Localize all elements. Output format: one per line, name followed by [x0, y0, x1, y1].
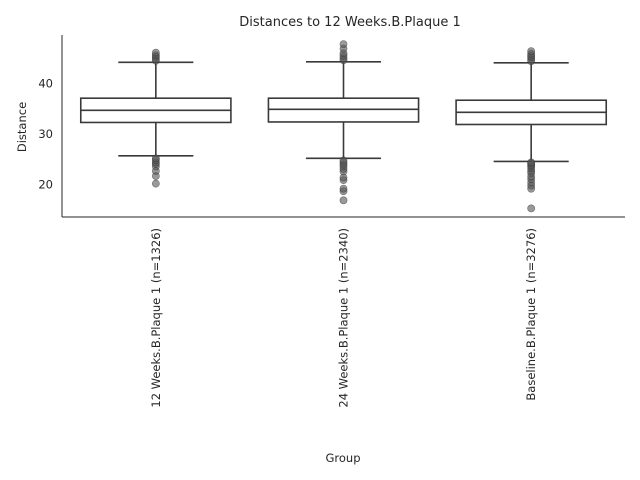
outlier-point — [527, 47, 536, 56]
y-axis-ticks: 20 30 40 — [38, 77, 53, 192]
box-group — [455, 47, 608, 213]
outlier-point — [339, 184, 348, 193]
x-tick-label: 12 Weeks.B.Plaque 1 (n=1326) — [149, 228, 163, 408]
y-tick-label: 20 — [38, 178, 53, 192]
y-axis-label: Distance — [15, 102, 29, 152]
chart-title: Distances to 12 Weeks.B.Plaque 1 — [239, 15, 461, 30]
outlier-point — [151, 179, 160, 188]
outlier-point — [339, 40, 348, 48]
outlier-point — [339, 156, 348, 165]
outlier-point — [527, 158, 536, 167]
box-group — [79, 48, 232, 188]
outlier-point — [339, 196, 348, 205]
y-tick-label: 30 — [38, 127, 53, 141]
outlier-point — [527, 204, 536, 213]
x-axis-tick-labels: 12 Weeks.B.Plaque 1 (n=1326) 24 Weeks.B.P… — [149, 228, 538, 408]
outlier-point — [151, 48, 160, 57]
box-group — [267, 40, 420, 205]
x-tick-label: Baseline.B.Plaque 1 (n=3276) — [524, 228, 538, 401]
x-tick-label: 24 Weeks.B.Plaque 1 (n=2340) — [337, 228, 351, 408]
x-axis-label: Group — [325, 451, 360, 465]
boxes — [79, 40, 608, 213]
y-tick-label: 40 — [38, 77, 53, 91]
outlier-point — [151, 154, 160, 163]
